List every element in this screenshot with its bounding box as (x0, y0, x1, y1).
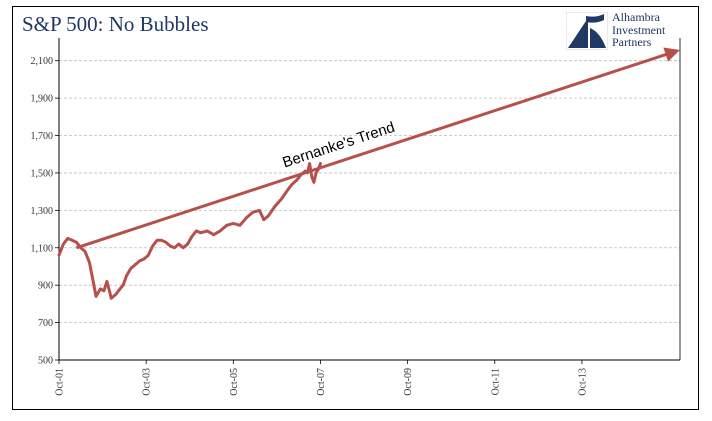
logo-line-2: Investment (612, 22, 666, 37)
data-point (311, 175, 313, 178)
data-point (84, 250, 86, 253)
x-tick-label: Oct-11 (490, 368, 501, 395)
data-point (106, 280, 108, 283)
data-point (280, 198, 283, 200)
y-tick-label: 1,500 (31, 168, 54, 179)
y-tick-label: 700 (38, 318, 53, 329)
data-point (267, 215, 270, 217)
data-point (134, 263, 137, 266)
data-point (252, 211, 254, 213)
axes (58, 38, 681, 361)
data-point (66, 237, 69, 240)
chart-frame (12, 6, 699, 410)
data-point (93, 284, 95, 287)
data-point (160, 239, 163, 242)
data-point (273, 205, 276, 208)
y-tick-label: 1,300 (31, 206, 54, 217)
data-point (287, 189, 289, 191)
data-point (58, 254, 60, 256)
data-point (195, 230, 198, 232)
data-point (178, 243, 180, 245)
data-point (143, 258, 145, 260)
y-tick-label: 1,700 (31, 131, 54, 142)
y-tick-label: 2,100 (31, 56, 54, 67)
x-tick-label: Oct-13 (577, 368, 588, 396)
data-point (114, 293, 117, 296)
data-point (232, 222, 235, 225)
data-point (156, 239, 158, 242)
trend-arrow (75, 47, 680, 250)
data-point (258, 209, 261, 212)
data-point (295, 179, 298, 182)
data-point (313, 181, 315, 184)
data-point (122, 284, 124, 287)
data-point (130, 267, 132, 270)
data-point (206, 230, 208, 232)
data-point (99, 288, 102, 290)
data-point (319, 162, 322, 165)
data-point (212, 233, 215, 236)
y-tick-label: 900 (38, 281, 53, 292)
data-point (182, 247, 184, 249)
logo-line-1: Alhambra (612, 10, 660, 24)
x-axis-ticks: Oct-01 Oct-03 Oct-05 Oct-07 Oct-09 Oct-11 Oct-… (55, 360, 588, 396)
data-point (151, 245, 154, 247)
data-point (125, 275, 128, 277)
data-point (219, 230, 221, 232)
company-logo: Alhambra Investment Partners (566, 11, 691, 52)
logo-line-3: Partners (612, 35, 652, 49)
annotation-layer: Bernanke's Trend (75, 47, 680, 250)
data-point (88, 261, 91, 264)
data-point (169, 245, 171, 247)
y-tick-label: 1,100 (31, 243, 54, 254)
data-point (103, 290, 105, 292)
series-line-sp500 (57, 162, 322, 300)
x-tick-label: Oct-01 (55, 368, 66, 396)
data-point (71, 239, 73, 242)
data-point (62, 243, 65, 245)
y-axis-ticks: 500 700 900 1,100 1,300 1,500 1,700 1,900 2,100 (31, 56, 59, 367)
data-point (308, 162, 311, 165)
data-point (291, 183, 293, 185)
data-point (173, 247, 176, 249)
x-tick-label: Oct-03 (142, 368, 153, 396)
chart-title: S&P 500: No Bubbles (22, 12, 209, 36)
logo-text: Alhambra Investment Partners (612, 11, 665, 49)
gridlines (59, 60, 680, 323)
data-point (199, 232, 202, 234)
y-tick-label: 500 (38, 356, 53, 367)
x-tick-label: Oct-05 (229, 368, 240, 396)
data-point (165, 241, 167, 243)
data-point (263, 218, 265, 221)
data-point (119, 288, 121, 290)
y-tick-label: 1,900 (31, 94, 54, 105)
logo-mark-icon (566, 12, 608, 50)
data-point (226, 224, 228, 227)
x-tick-label: Oct-09 (403, 368, 414, 396)
data-point (186, 243, 189, 245)
trend-label: Bernanke's Trend (280, 119, 397, 172)
data-point (315, 172, 317, 174)
data-point (95, 295, 97, 298)
x-tick-label: Oct-07 (316, 368, 327, 396)
data-point (191, 235, 193, 238)
series-layer (57, 162, 322, 300)
data-point (110, 297, 113, 300)
data-point (138, 260, 141, 262)
data-point (245, 217, 248, 219)
data-point (239, 224, 241, 227)
data-point (147, 254, 150, 256)
data-point (75, 241, 78, 243)
